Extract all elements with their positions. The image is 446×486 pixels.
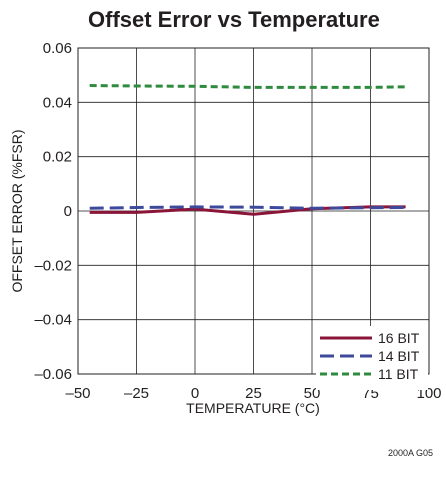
- y-tick-label: –0.06: [34, 366, 72, 383]
- x-tick-label: 0: [191, 385, 199, 402]
- y-tick-label: 0: [64, 203, 72, 220]
- y-tick-label: 0.06: [43, 40, 72, 57]
- y-tick-label: 0.02: [43, 149, 72, 166]
- y-axis-label: OFFSET ERROR (%FSR): [9, 129, 25, 292]
- chart-title: Offset Error vs Temperature: [88, 7, 380, 32]
- y-tick-label: 0.04: [43, 94, 72, 111]
- x-axis-label: TEMPERATURE (°C): [186, 400, 320, 416]
- series-line-11-bit: [89, 84, 406, 89]
- series-layer: [89, 84, 406, 216]
- legend-label: 14 BIT: [378, 348, 420, 364]
- legend-label: 16 BIT: [378, 330, 420, 346]
- x-tick-label: –50: [65, 385, 90, 402]
- legend-label: 11 BIT: [378, 366, 419, 382]
- grid: [78, 48, 429, 374]
- x-tick-label: 25: [245, 385, 262, 402]
- series-line-14-bit: [89, 205, 406, 210]
- x-tick-label: –25: [124, 385, 149, 402]
- figure-code: 2000A G05: [388, 448, 433, 458]
- y-tick-label: –0.04: [34, 312, 72, 329]
- plot-frame: [77, 47, 430, 375]
- legend: 16 BIT 14 BIT 11 BIT: [316, 326, 428, 390]
- y-tick-labels: –0.06 –0.04 –0.02 0 0.02 0.04 0.06: [34, 40, 72, 383]
- y-tick-label: –0.02: [34, 257, 72, 274]
